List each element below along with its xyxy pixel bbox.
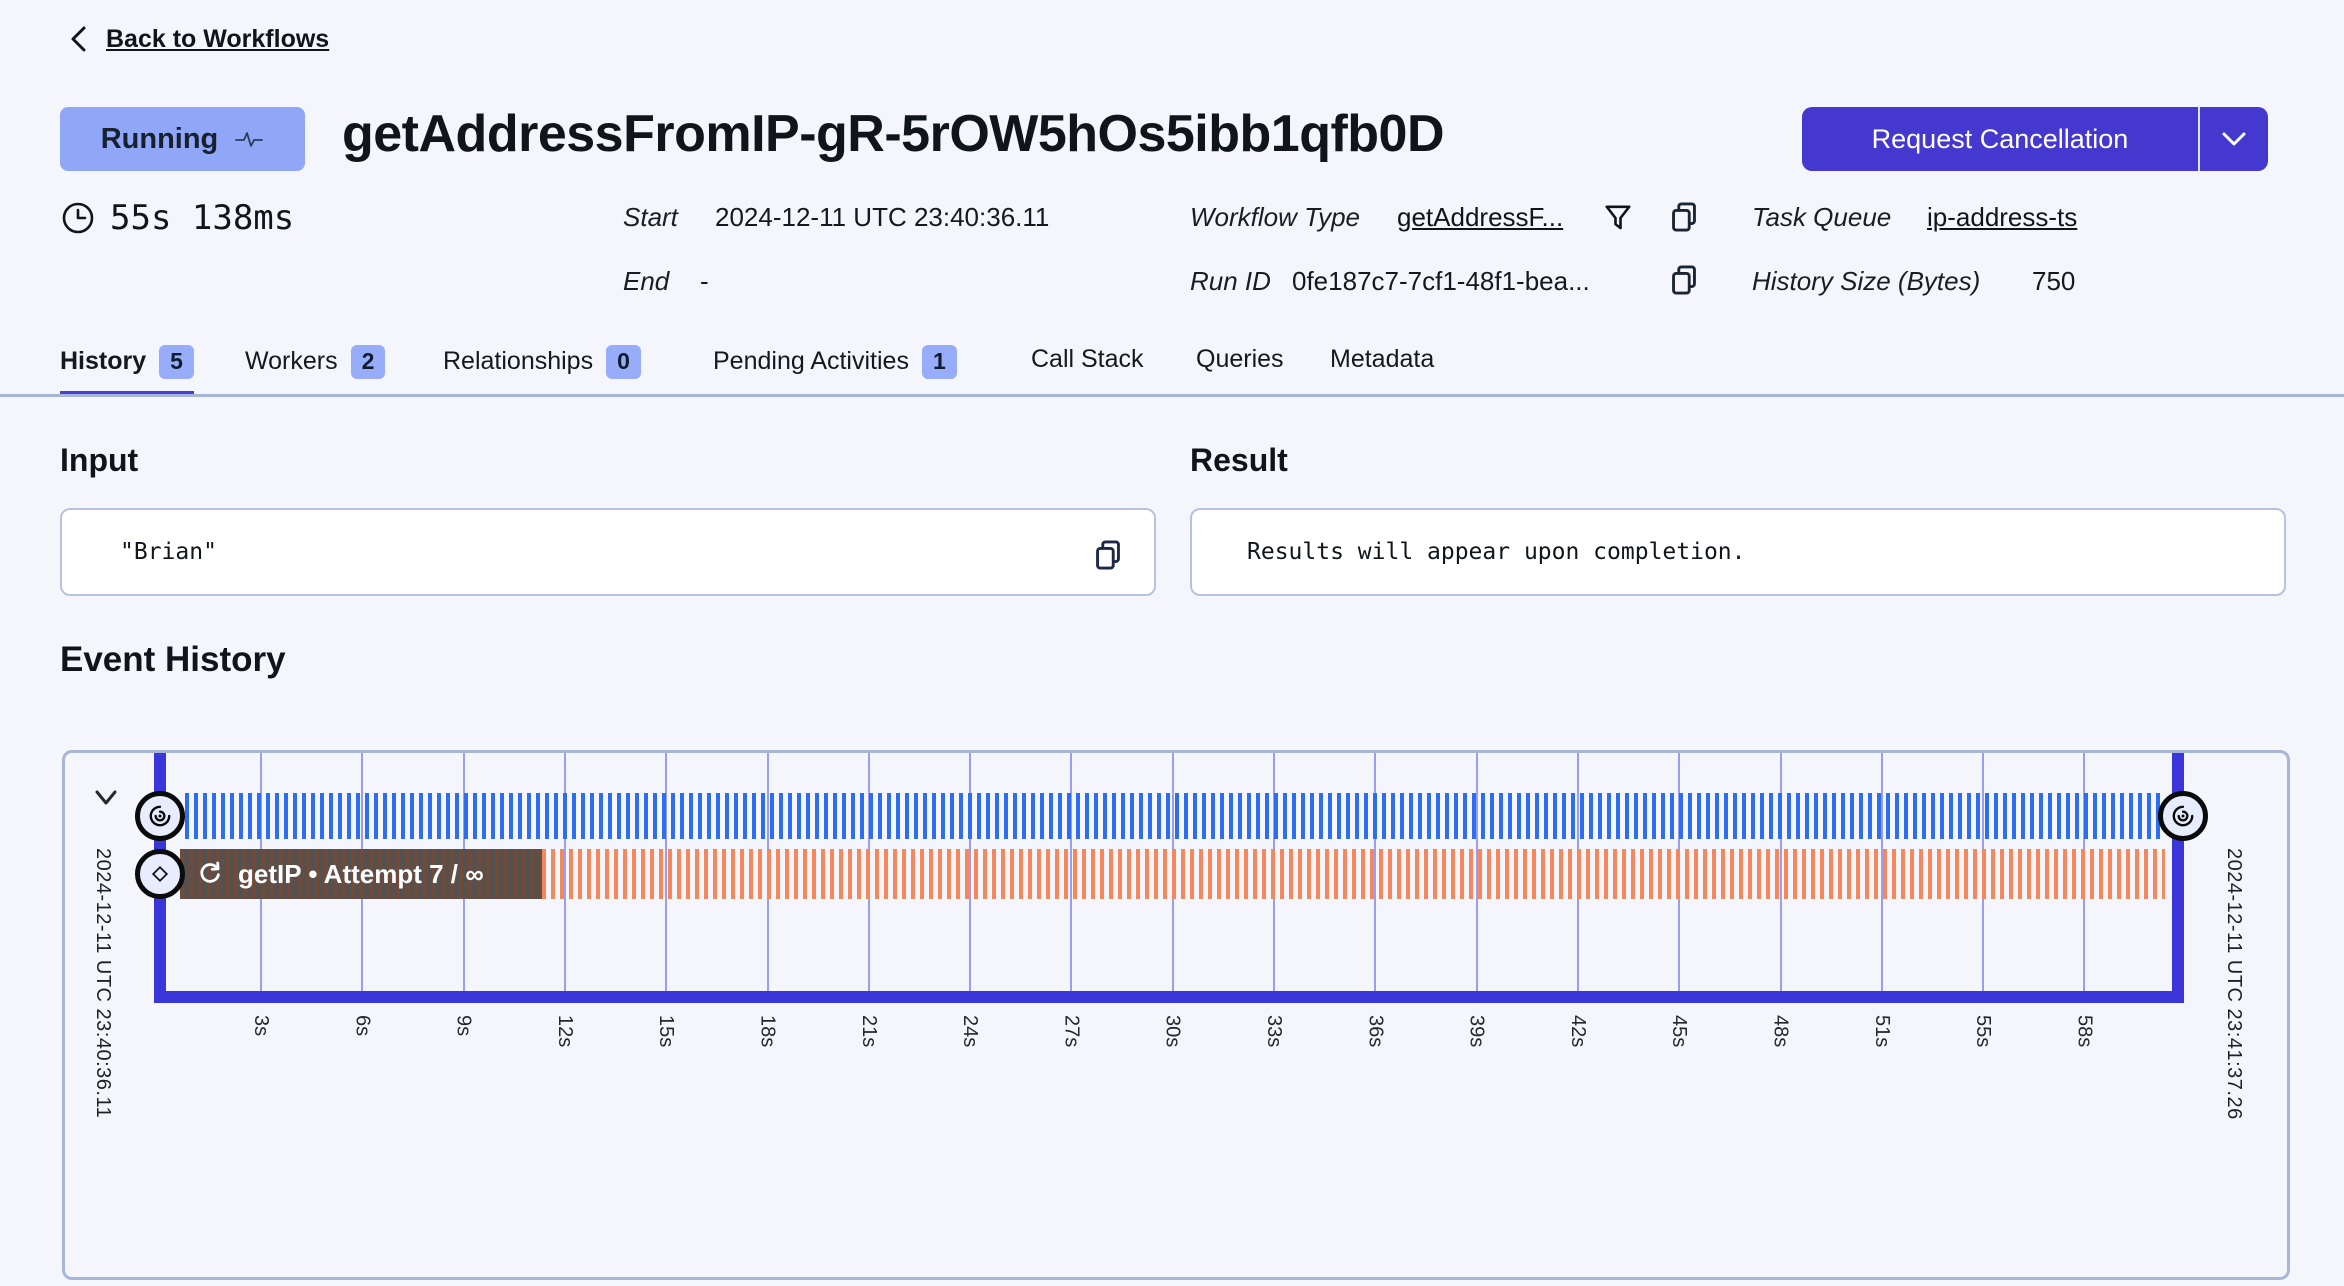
input-value: "Brian" [120,539,217,565]
axis-tick-label: 3s [250,1015,272,1037]
task-queue-label: Task Queue [1752,202,1892,232]
task-queue-link[interactable]: ip-address-ts [1927,202,2078,232]
chevron-left-icon [71,26,86,52]
axis-tick-label: 9s [452,1015,475,1037]
axis-tick-label: 45s [1668,1015,1691,1048]
end-label: End [623,266,670,296]
timeline-start-date: 2024-12-11 UTC 23:40:36.11 [92,848,114,1119]
axis-tick-label: 55s [1972,1015,1995,1048]
axis-tick-label: 18s [756,1015,779,1048]
axis-tick-label: 24s [959,1015,982,1048]
tab-queries-label: Queries [1196,345,1284,373]
tab-call-stack[interactable]: Call Stack [1031,345,1144,386]
workflow-latest-event-marker[interactable] [2158,791,2208,841]
end-value: - [700,266,709,296]
axis-tick-label: 30s [1161,1015,1184,1048]
back-link-label: Back to Workflows [106,24,330,53]
run-id-value: 0fe187c7-7cf1-48f1-bea... [1292,266,1590,296]
tabs-divider [0,394,2344,397]
workflow-running-bar [185,793,2160,839]
workflow-type-link[interactable]: getAddressF... [1397,202,1564,232]
input-card: "Brian" [60,508,1156,596]
duration-value: 55s 138ms [110,198,295,238]
history-size-value: 750 [2032,266,2076,296]
tab-pending-activities[interactable]: Pending Activities 1 [713,345,957,391]
chevron-down-icon [2222,132,2246,146]
tab-pending-activities-badge: 1 [921,345,957,379]
activity-label: getIP • Attempt 7 / ∞ [238,858,484,889]
axis-tick-label: 39s [1465,1015,1488,1048]
axis-tick-label: 12s [553,1015,576,1048]
tab-call-stack-label: Call Stack [1031,345,1144,373]
cancellation-menu-button[interactable] [2200,107,2268,171]
timeline-plot: getIP • Attempt 7 / ∞ 2024-12-11 UTC 23:… [65,753,2287,1277]
axis-tick-label: 42s [1566,1015,1589,1048]
timeline-chart: getIP • Attempt 7 / ∞ 2024-12-11 UTC 23:… [62,750,2290,1280]
retry-icon [200,861,220,883]
axis-tick-label: 27s [1060,1015,1083,1048]
axis-tick-label: 48s [1769,1015,1792,1048]
activity-event-marker[interactable] [135,849,185,899]
spiral-icon [2172,805,2194,827]
tab-relationships[interactable]: Relationships 0 [443,345,641,391]
axis-tick-label: 15s [655,1015,678,1048]
tab-workers-label: Workers [245,347,338,376]
request-cancellation-label[interactable]: Request Cancellation [1871,123,2129,154]
request-cancellation-button[interactable]: Request Cancellation [1802,107,2268,171]
tab-workers[interactable]: Workers 2 [245,345,386,391]
workflow-title: getAddressFromIP-gR-5rOW5hOs5ibb1qfb0D [342,105,1445,163]
tab-relationships-label: Relationships [443,347,594,376]
back-to-workflows-link[interactable]: Back to Workflows [66,24,329,54]
axis-tick-label: 6s [351,1015,374,1037]
workflow-start-event-marker[interactable] [135,791,185,841]
spiral-icon [149,805,171,827]
tab-metadata-label: Metadata [1330,345,1435,373]
clock-icon [62,202,94,234]
button-divider [2198,107,2200,171]
tab-history[interactable]: History 5 [60,345,194,396]
tab-relationships-badge: 0 [606,345,641,379]
chevron-down-icon [95,790,117,805]
result-card: Results will appear upon completion. [1190,508,2286,596]
tab-workers-badge: 2 [350,345,386,379]
copy-run-id-icon[interactable] [1668,263,1700,297]
filter-icon[interactable] [1603,203,1633,233]
tab-history-badge: 5 [159,345,194,379]
copy-workflow-type-icon[interactable] [1668,200,1700,234]
timeline-collapse-button[interactable] [89,781,123,815]
start-label: Start [623,202,678,232]
tab-metadata[interactable]: Metadata [1330,345,1434,386]
axis-tick-label: 51s [1870,1015,1893,1048]
tab-pending-activities-label: Pending Activities [713,347,909,376]
heartbeat-icon [235,132,264,147]
timeline-axis [154,991,2184,1003]
history-size-label: History Size (Bytes) [1752,266,1981,296]
run-id-label: Run ID [1190,266,1271,296]
event-history-heading: Event History [60,640,286,679]
status-label: Running [100,122,219,155]
tab-queries[interactable]: Queries [1196,345,1284,386]
axis-tick-label: 58s [2073,1015,2096,1048]
axis-tick-label: 36s [1364,1015,1387,1048]
axis-tick-label: 33s [1263,1015,1285,1048]
activity-label-box[interactable]: getIP • Attempt 7 / ∞ [180,849,542,899]
axis-tick-label: 21s [857,1015,880,1048]
copy-input-icon[interactable] [1092,538,1124,572]
diamond-icon [151,865,169,883]
status-badge: Running [60,107,305,171]
activity-pending-bar [542,849,2165,899]
result-heading: Result [1190,442,1288,478]
start-value: 2024-12-11 UTC 23:40:36.11 [715,202,1050,232]
tab-history-label: History [60,347,147,376]
input-heading: Input [60,442,139,478]
timeline-end-date: 2024-12-11 UTC 23:41:37.26 [2223,848,2245,1120]
workflow-type-label: Workflow Type [1190,202,1360,232]
result-value: Results will appear upon completion. [1247,539,1746,565]
